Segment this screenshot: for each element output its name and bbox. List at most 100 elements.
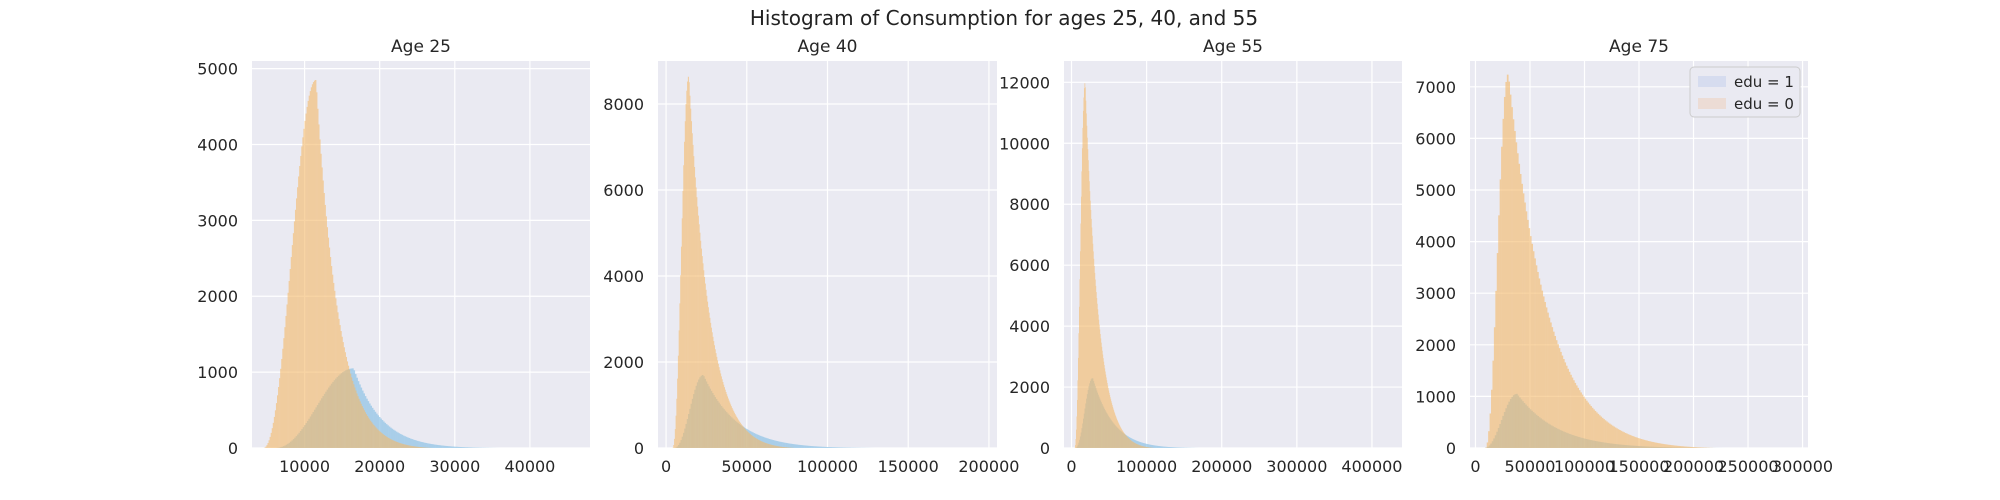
histogram-bar <box>1159 446 1161 448</box>
histogram-bar <box>1587 402 1590 448</box>
legend: edu = 1 edu = 0 <box>1689 66 1801 118</box>
histogram-bar <box>272 422 275 448</box>
histogram-bar <box>772 445 774 448</box>
histogram-bar <box>1686 446 1689 448</box>
histogram-bar <box>1157 445 1159 448</box>
histogram-bar <box>771 444 773 448</box>
histogram-bar <box>340 331 342 448</box>
histogram-bar <box>720 373 722 448</box>
histogram-bar <box>1616 428 1618 448</box>
histogram-bar <box>705 289 707 448</box>
histogram-bar <box>1650 441 1653 448</box>
histogram-bar <box>379 431 381 448</box>
histogram-bar <box>769 444 771 448</box>
histogram-bar <box>1102 354 1104 448</box>
histogram-bar <box>326 227 328 448</box>
histogram-bar <box>1666 444 1669 448</box>
histogram-bar <box>1161 446 1163 448</box>
histogram-bar <box>1097 314 1099 448</box>
histogram-bar <box>355 390 357 448</box>
histogram-bar <box>735 415 737 448</box>
histogram-bar <box>717 360 719 448</box>
histogram-bar <box>1154 445 1156 448</box>
histogram-bar <box>701 256 703 448</box>
histogram-bar <box>1570 374 1572 448</box>
histogram-bar <box>1538 278 1541 448</box>
histogram-bar <box>1486 442 1489 448</box>
histogram-bar <box>700 248 702 448</box>
histogram-bar <box>759 440 761 448</box>
histogram-bar <box>1577 387 1580 448</box>
histogram-bar <box>265 446 267 448</box>
histogram-bar <box>387 437 390 448</box>
histogram-bar <box>421 442 423 448</box>
histogram-bar <box>787 447 789 448</box>
histogram-bar <box>784 447 786 448</box>
legend-label: edu = 1 <box>1734 73 1794 91</box>
histogram-bar <box>368 419 371 448</box>
histogram-bar <box>830 447 833 448</box>
histogram-bar <box>430 444 433 448</box>
histogram-bar <box>395 431 398 448</box>
histogram-bar <box>422 442 425 448</box>
histogram-bar <box>766 443 768 448</box>
histogram-bar <box>1624 432 1627 448</box>
histogram-bar <box>385 436 388 448</box>
histogram-bar <box>1097 309 1099 448</box>
histogram-bar <box>1088 181 1090 448</box>
histogram-bar <box>321 167 323 448</box>
histogram-bar <box>345 356 348 448</box>
histogram-bar <box>1143 446 1144 448</box>
histogram-bar <box>740 424 742 448</box>
histogram-bar <box>1124 433 1126 448</box>
histogram-bar <box>1656 442 1659 448</box>
histogram-bar <box>840 447 843 448</box>
histogram-bar <box>270 432 273 448</box>
histogram-bar <box>1168 446 1170 448</box>
histogram-bar <box>770 444 772 448</box>
histogram-bar <box>387 425 389 448</box>
histogram-bar <box>1140 442 1142 448</box>
histogram-bar <box>743 428 745 448</box>
histogram-bar <box>710 327 712 448</box>
histogram-bar <box>366 415 369 448</box>
histogram-bar <box>302 137 304 448</box>
histogram-bar <box>1138 444 1140 448</box>
histogram-bar <box>1660 443 1663 448</box>
histogram-bar <box>1518 163 1521 448</box>
histogram-bar <box>732 409 734 448</box>
y-tick-label: 5000 <box>1415 181 1456 200</box>
histogram-bar <box>415 440 418 448</box>
histogram-bar <box>1516 153 1519 448</box>
histogram-bar <box>1132 441 1134 448</box>
histogram-bar <box>1568 371 1571 448</box>
histogram-bar <box>821 446 824 448</box>
histogram-bar <box>1105 377 1107 448</box>
histogram-bar <box>787 443 790 448</box>
histogram-bar <box>673 445 675 448</box>
histogram-bar <box>773 440 776 448</box>
histogram-bar <box>1534 258 1536 448</box>
histogram-bar <box>753 437 755 448</box>
histogram-bar <box>1099 329 1101 448</box>
histogram-bar <box>688 82 690 448</box>
histogram-bar <box>1132 441 1134 448</box>
histogram-bar <box>1108 390 1110 448</box>
histogram-bar <box>463 447 465 448</box>
histogram-bar <box>313 80 316 449</box>
histogram-bar <box>726 394 728 448</box>
x-tick-label: 20000 <box>354 457 405 476</box>
histogram-bar <box>824 446 826 448</box>
series-edu-0 <box>263 80 433 449</box>
histogram-bar <box>812 446 815 448</box>
x-tick-label: 50000 <box>1505 457 1556 476</box>
histogram-bar <box>1667 444 1670 448</box>
histogram-bar <box>1141 442 1143 448</box>
histogram-bar <box>1657 443 1660 448</box>
histogram-bar <box>419 447 421 448</box>
histogram-bar <box>1528 228 1531 448</box>
histogram-bar <box>1123 433 1125 448</box>
histogram-bar <box>1143 446 1145 448</box>
histogram-bar <box>757 439 759 448</box>
histogram-bar <box>350 377 353 448</box>
